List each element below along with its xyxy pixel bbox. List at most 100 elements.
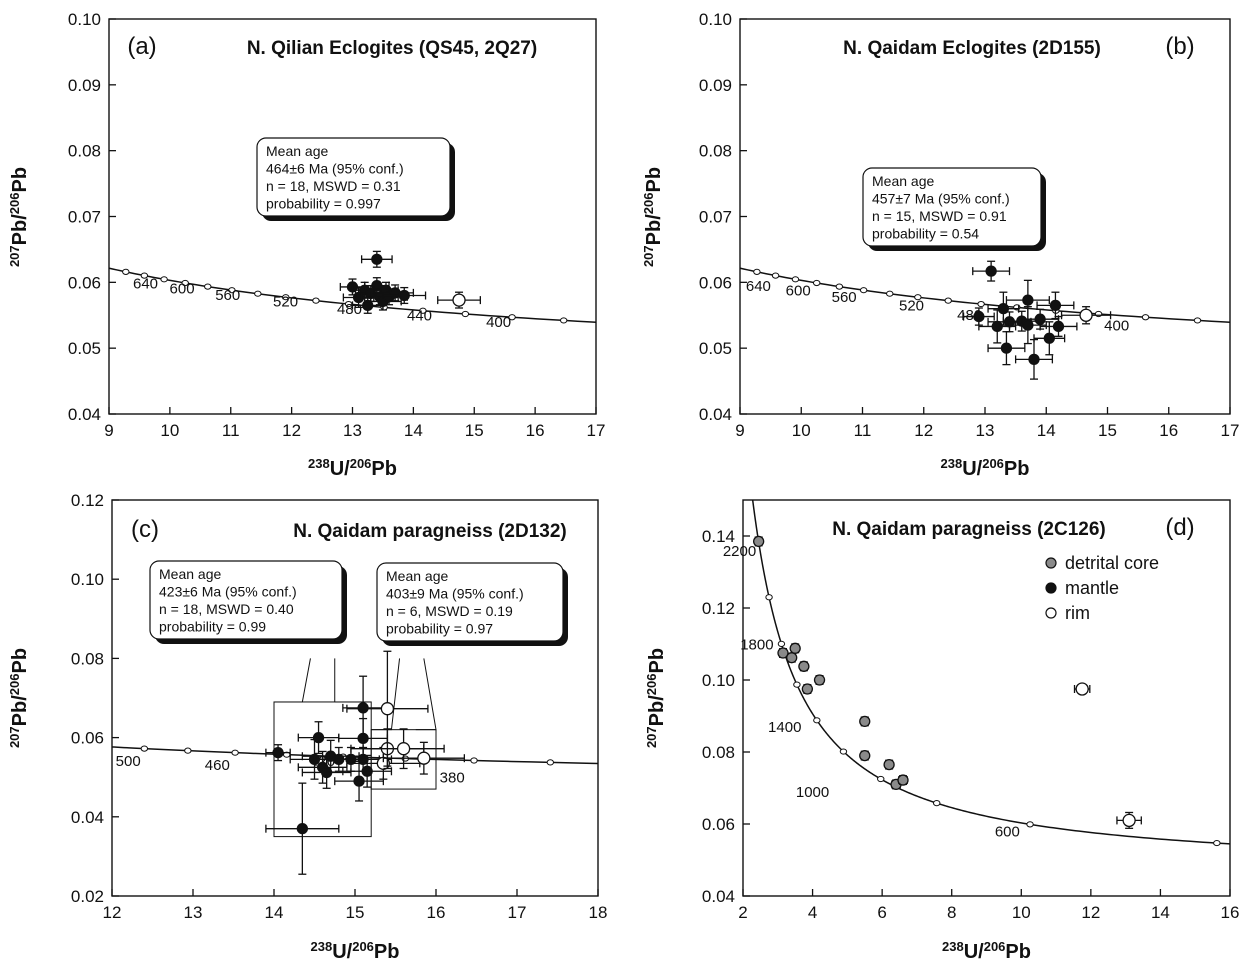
data-marker	[789, 642, 801, 654]
y-tick-label: 0.10	[71, 570, 104, 589]
x-tick-label: 17	[587, 421, 606, 440]
y-axis-title: 207Pb/206Pb	[641, 167, 666, 267]
concordia-age-marker	[254, 290, 262, 297]
legend-marker	[1045, 582, 1057, 594]
data-point	[789, 642, 801, 654]
x-tick-label: 12	[1081, 903, 1100, 922]
y-axis-title-sup2: 206	[644, 674, 659, 696]
x-axis-title-base1: U/	[962, 458, 982, 480]
y-axis-title-base2: Pb	[643, 167, 665, 193]
info-box-line: Mean age	[266, 143, 328, 159]
concordia-age-label: 600	[995, 824, 1020, 841]
x-tick-label: 16	[1221, 903, 1240, 922]
x-tick-label: 17	[508, 903, 527, 922]
y-axis-title: 207Pb/206Pb	[644, 648, 669, 748]
y-tick-label: 0.12	[702, 599, 735, 618]
info-box-line: Mean age	[872, 173, 934, 189]
data-marker	[1052, 320, 1065, 333]
y-axis-title-base2: Pb	[646, 648, 668, 674]
callout-line-left-1	[274, 658, 311, 703]
concordia-age-marker	[771, 272, 780, 279]
mean-age-box: Mean age 457±7 Ma (95% conf.)n = 15, MSWD…	[862, 167, 1046, 251]
data-point	[342, 754, 393, 788]
x-tick-label: 12	[103, 903, 122, 922]
plot-frame	[742, 499, 1231, 897]
y-tick-label: 0.08	[71, 649, 104, 668]
x-tick-label: 15	[465, 421, 484, 440]
x-axis-title-sup1: 238	[308, 456, 330, 471]
concordia-curve	[112, 746, 598, 765]
y-axis-title-base1: Pb/	[9, 214, 31, 246]
data-marker	[272, 746, 284, 759]
data-marker	[1022, 319, 1034, 331]
y-axis-title-base2: Pb	[9, 648, 31, 674]
x-tick-label: 11	[854, 421, 872, 440]
concordia-age-marker	[914, 294, 922, 301]
concordia-age-marker	[344, 300, 353, 308]
info-box-line: 464±6 Ma (95% conf.)	[266, 161, 404, 177]
mean-age-box: Mean age 464±6 Ma (95% conf.)n = 18, MSWD…	[256, 137, 455, 221]
y-tick-label: 0.12	[71, 491, 104, 510]
x-tick-label: 15	[346, 903, 365, 922]
y-tick-label: 0.10	[699, 10, 732, 29]
x-tick-label: 14	[265, 903, 284, 922]
concordia-age-marker	[559, 317, 568, 324]
y-tick-label: 0.09	[699, 76, 732, 95]
data-point	[813, 674, 826, 686]
concordia-age-marker	[765, 594, 773, 601]
concordia-age-label: 400	[486, 314, 511, 331]
x-axis-title: 238U/206Pb	[941, 456, 1030, 481]
concordia-age-marker	[791, 276, 800, 283]
x-axis-title-sup1: 238	[311, 939, 333, 954]
concordia-age-label: 600	[786, 283, 811, 300]
data-point	[364, 292, 402, 311]
data-point	[786, 652, 798, 664]
info-box-line: probability = 0.97	[386, 621, 493, 637]
concordia-age-marker	[204, 283, 212, 290]
y-tick-label: 0.09	[68, 76, 101, 95]
concordia-age-label: 420	[310, 753, 335, 770]
concordia-age-marker	[886, 290, 894, 297]
legend: detrital core mantle rim	[1045, 553, 1159, 623]
y-tick-label: 0.06	[71, 729, 104, 748]
legend-marker	[1045, 607, 1057, 619]
data-point	[1033, 321, 1066, 356]
concordia-age-label: 520	[273, 294, 298, 311]
x-tick-label: 18	[589, 903, 608, 922]
x-axis-title-base2: Pb	[1005, 941, 1031, 963]
info-box-line: 423±6 Ma (95% conf.)	[159, 584, 297, 600]
info-box-line: probability = 0.54	[872, 226, 979, 242]
data-marker	[753, 535, 765, 548]
y-axis-title-base2: Pb	[9, 167, 31, 193]
y-tick-label: 0.07	[68, 208, 101, 227]
x-tick-label: 14	[404, 421, 423, 440]
x-tick-label: 16	[526, 421, 545, 440]
y-axis-title-sup2: 206	[641, 193, 656, 215]
y-tick-label: 0.05	[68, 339, 101, 358]
info-box-line: n = 15, MSWD = 0.91	[872, 208, 1007, 224]
y-tick-label: 0.02	[71, 887, 104, 906]
x-axis-title-base2: Pb	[1004, 458, 1030, 480]
x-tick-label: 11	[222, 421, 240, 440]
x-tick-label: 12	[282, 421, 301, 440]
concordia-age-label: 380	[440, 769, 465, 786]
x-axis-title-sup2: 206	[352, 939, 374, 954]
legend-label: mantle	[1065, 578, 1119, 598]
panel-letter: (a)	[127, 33, 156, 60]
y-axis-title-sup2: 206	[7, 193, 22, 215]
concordia-age-marker	[1193, 317, 1202, 324]
x-tick-label: 13	[343, 421, 362, 440]
data-marker	[1079, 308, 1093, 322]
concordia-age-marker	[977, 300, 985, 308]
x-axis-title-sup1: 238	[942, 939, 964, 954]
data-marker	[1022, 294, 1034, 306]
x-tick-label: 10	[160, 421, 179, 440]
info-box-line: 403±9 Ma (95% conf.)	[386, 586, 524, 602]
y-axis-title-sup1: 207	[644, 726, 659, 748]
panel-title: N. Qilian Eclogites (QS45, 2Q27)	[247, 38, 537, 59]
concordia-age-marker	[1141, 314, 1150, 321]
x-axis-title-sup2: 206	[984, 939, 1006, 954]
data-marker	[859, 715, 871, 728]
x-tick-label: 16	[1159, 421, 1178, 440]
data-point	[351, 296, 384, 314]
